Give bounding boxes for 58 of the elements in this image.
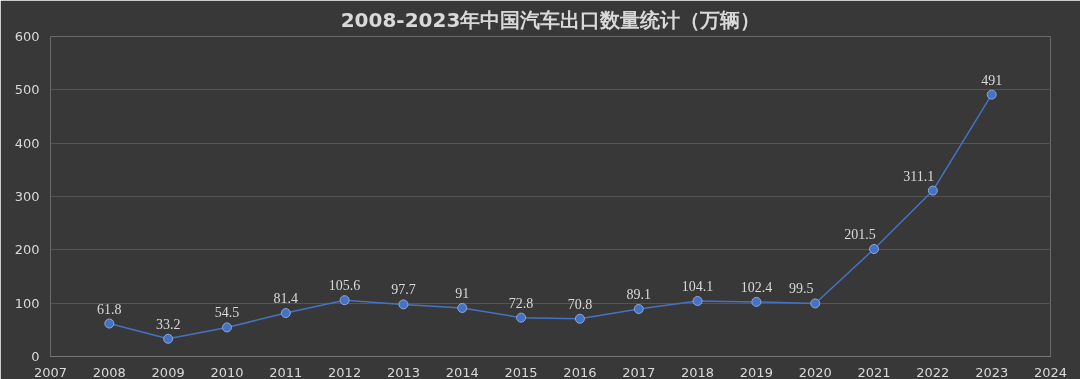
data-label: 201.5 [844, 227, 876, 243]
y-tick-label: 600 [14, 29, 40, 44]
point [104, 318, 115, 329]
point [810, 298, 821, 309]
data-label: 33.2 [155, 316, 181, 332]
point [339, 295, 350, 306]
x-tick-label: 2009 [151, 364, 185, 379]
x-tick-label: 2024 [1033, 364, 1068, 379]
data-label: 89.1 [626, 286, 651, 302]
point [163, 333, 174, 344]
data-label: 72.8 [508, 295, 534, 311]
x-tick-label: 2013 [386, 364, 420, 379]
data-label: 91 [455, 285, 470, 301]
data-label: 104.1 [681, 278, 714, 294]
point [927, 185, 938, 196]
point [221, 322, 232, 333]
data-label: 311.1 [903, 168, 935, 184]
point [398, 299, 409, 310]
y-tick-label: 200 [14, 242, 40, 258]
x-tick-label: 2018 [681, 364, 715, 379]
data-label: 105.6 [328, 278, 361, 294]
x-tick-label: 2008 [92, 364, 126, 379]
point [692, 295, 703, 306]
x-tick-label: 2022 [916, 364, 950, 379]
chart-title: 2008-2023年中国汽车出口数量统计（万辆） [340, 7, 761, 32]
x-tick-label: 2016 [563, 364, 597, 379]
point [280, 308, 291, 319]
x-tick-label: 2020 [798, 364, 832, 379]
x-tick-label: 2017 [622, 364, 656, 379]
data-label: 99.5 [788, 281, 814, 297]
x-tick-label: 2014 [445, 364, 479, 379]
point [869, 244, 880, 255]
point [516, 312, 527, 323]
data-label: 61.8 [97, 301, 122, 317]
x-tick-label: 2007 [33, 364, 68, 379]
y-tick-label: 400 [14, 135, 40, 151]
x-tick-label: 2015 [504, 364, 538, 379]
point [633, 303, 644, 314]
point [751, 296, 762, 307]
data-label: 70.8 [567, 296, 593, 312]
point [574, 313, 585, 324]
x-tick-label: 2021 [857, 364, 891, 379]
y-tick-label: 300 [14, 189, 40, 204]
data-label: 102.4 [740, 279, 773, 295]
data-label: 491 [981, 72, 1003, 88]
data-label: 81.4 [273, 291, 299, 307]
data-label: 97.7 [391, 282, 416, 298]
x-tick-label: 2012 [328, 364, 362, 379]
y-tick-label: 500 [14, 82, 40, 98]
y-tick-label: 0 [31, 349, 40, 364]
y-tick-label: 100 [14, 295, 40, 311]
x-tick-label: 2019 [739, 364, 773, 379]
point [457, 302, 468, 313]
data-label: 54.5 [214, 305, 240, 321]
x-tick-label: 2011 [269, 364, 303, 379]
x-tick-label: 2010 [210, 364, 244, 379]
x-tick-label: 2023 [975, 364, 1009, 379]
point [986, 89, 997, 100]
